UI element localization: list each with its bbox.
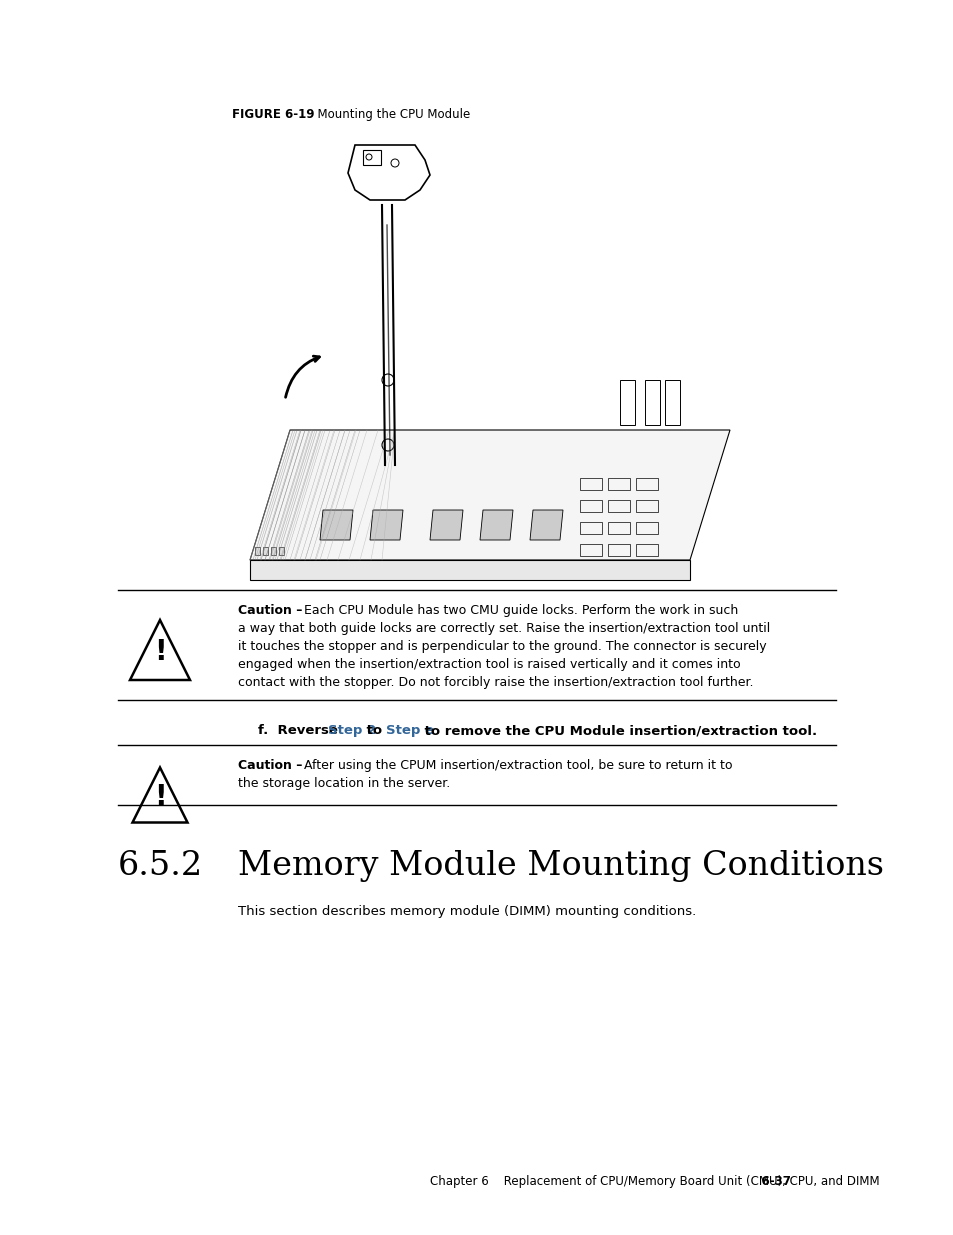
Bar — [636, 478, 658, 490]
Text: Each CPU Module has two CMU guide locks. Perform the work in such: Each CPU Module has two CMU guide locks.… — [299, 604, 738, 618]
Bar — [579, 522, 601, 534]
Text: to: to — [362, 724, 387, 737]
Text: !: ! — [153, 638, 166, 666]
Text: it touches the stopper and is perpendicular to the ground. The connector is secu: it touches the stopper and is perpendicu… — [237, 640, 766, 653]
Text: a way that both guide locks are correctly set. Raise the insertion/extraction to: a way that both guide locks are correctl… — [237, 622, 769, 635]
Text: 6-37: 6-37 — [744, 1174, 790, 1188]
Text: 6.5.2: 6.5.2 — [118, 850, 203, 882]
Bar — [607, 478, 629, 490]
Polygon shape — [250, 559, 689, 580]
Text: Chapter 6    Replacement of CPU/Memory Board Unit (CMU), CPU, and DIMM: Chapter 6 Replacement of CPU/Memory Boar… — [430, 1174, 879, 1188]
Text: Mounting the CPU Module: Mounting the CPU Module — [310, 107, 470, 121]
Polygon shape — [479, 510, 513, 540]
Bar — [636, 522, 658, 534]
Bar — [579, 478, 601, 490]
Text: FIGURE 6-19: FIGURE 6-19 — [232, 107, 314, 121]
Polygon shape — [430, 510, 462, 540]
Text: Step 2: Step 2 — [327, 724, 375, 737]
Text: !: ! — [153, 783, 166, 811]
Bar — [636, 543, 658, 556]
Polygon shape — [319, 510, 353, 540]
Text: After using the CPUM insertion/extraction tool, be sure to return it to: After using the CPUM insertion/extractio… — [299, 760, 732, 772]
Text: Caution –: Caution – — [237, 760, 302, 772]
Bar — [607, 522, 629, 534]
Polygon shape — [370, 510, 402, 540]
Bar — [579, 543, 601, 556]
Bar — [263, 547, 268, 555]
Bar — [271, 547, 275, 555]
Text: This section describes memory module (DIMM) mounting conditions.: This section describes memory module (DI… — [237, 905, 696, 918]
Text: Caution –: Caution – — [237, 604, 302, 618]
Text: f.  Reverse: f. Reverse — [257, 724, 342, 737]
Text: Memory Module Mounting Conditions: Memory Module Mounting Conditions — [237, 850, 883, 882]
Bar — [278, 547, 284, 555]
Bar — [363, 149, 380, 165]
Bar — [254, 547, 260, 555]
Text: Step e: Step e — [385, 724, 434, 737]
Bar — [607, 543, 629, 556]
Bar — [579, 500, 601, 513]
Text: contact with the stopper. Do not forcibly raise the insertion/extraction tool fu: contact with the stopper. Do not forcibl… — [237, 676, 753, 689]
Polygon shape — [530, 510, 562, 540]
Text: engaged when the insertion/extraction tool is raised vertically and it comes int: engaged when the insertion/extraction to… — [237, 658, 740, 671]
Bar — [607, 500, 629, 513]
Polygon shape — [250, 430, 729, 559]
Text: the storage location in the server.: the storage location in the server. — [237, 777, 450, 790]
Text: to remove the CPU Module insertion/extraction tool.: to remove the CPU Module insertion/extra… — [420, 724, 817, 737]
Bar — [636, 500, 658, 513]
